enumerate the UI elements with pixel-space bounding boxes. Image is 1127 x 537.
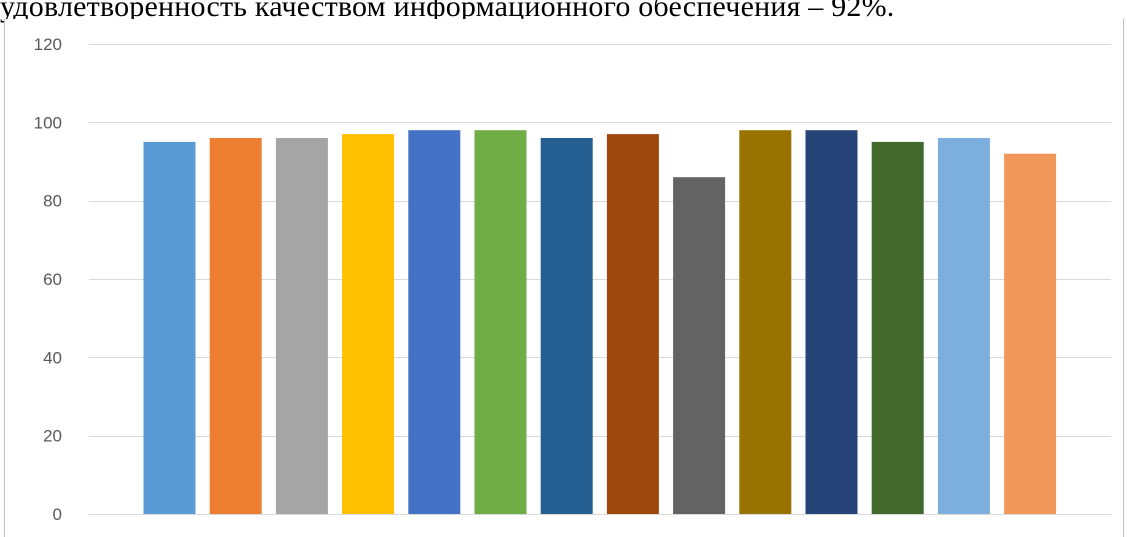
bar-4 <box>342 134 395 514</box>
bar-14 <box>1004 153 1057 514</box>
bar-11 <box>805 130 858 514</box>
y-tick-label: 120 <box>34 35 62 54</box>
document-text-line: удовлетворенность качеством информационн… <box>0 0 895 23</box>
y-tick-label: 100 <box>34 113 62 132</box>
bar-2 <box>209 138 262 514</box>
bar-6 <box>474 130 527 514</box>
bar-chart-frame: 0 20 40 60 80 100 120 <box>4 19 1124 537</box>
bar-13 <box>937 138 990 514</box>
bar-chart: 0 20 40 60 80 100 120 <box>34 35 1111 524</box>
bar-10 <box>739 130 792 514</box>
bar-12 <box>871 141 924 514</box>
bar-1 <box>143 141 196 514</box>
bar-9 <box>673 177 726 514</box>
y-tick-label: 40 <box>43 348 62 367</box>
bar-series <box>143 130 1057 514</box>
bar-8 <box>606 134 659 514</box>
bar-7 <box>540 138 593 514</box>
y-tick-label: 20 <box>43 427 62 446</box>
y-tick-label: 0 <box>53 505 62 524</box>
bar-5 <box>408 130 461 514</box>
bar-3 <box>275 138 328 514</box>
y-tick-label: 60 <box>43 270 62 289</box>
y-tick-label: 80 <box>43 192 62 211</box>
